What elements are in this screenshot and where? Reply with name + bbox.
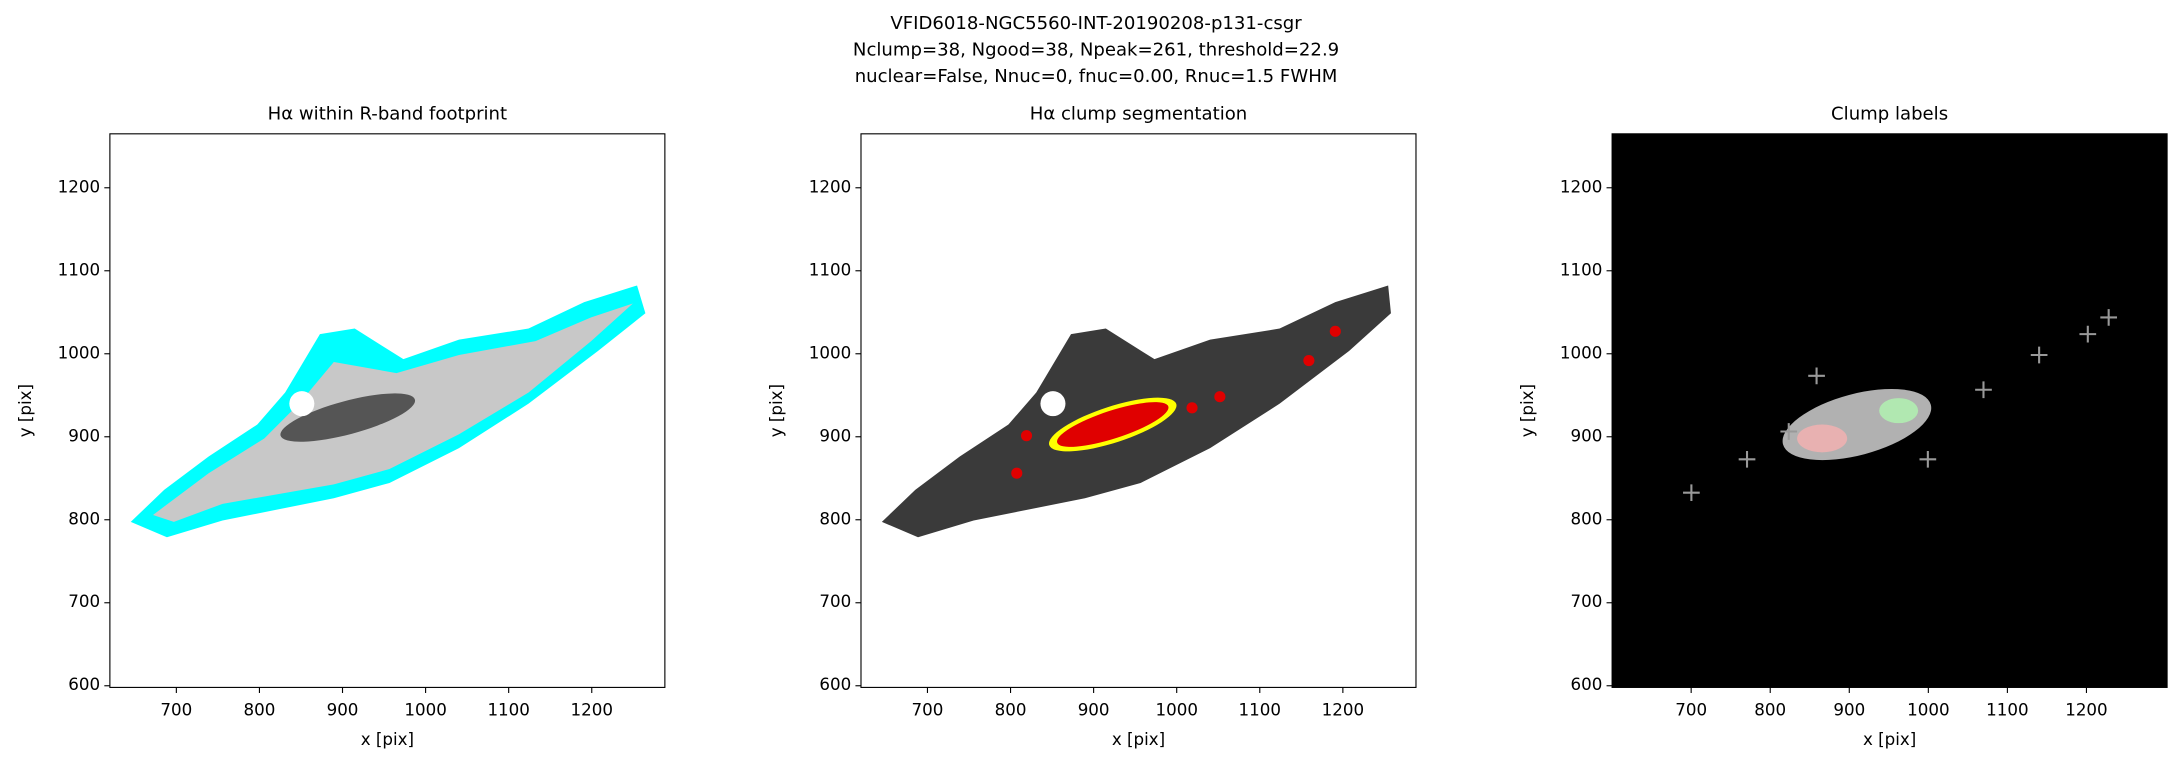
x-tick-label: 1200 [1322,701,1364,720]
y-tick-label: 1100 [1560,260,1602,279]
y-axis-label: y [pix] [16,384,35,437]
x-axis-label: x [pix] [361,730,414,749]
image-labels [1612,133,2168,688]
x-tick-label: 1100 [1239,701,1281,720]
x-tick-label: 900 [327,701,359,720]
y-tick-label: 800 [1571,509,1603,528]
y-tick-label: 800 [68,509,100,528]
x-tick-label: 1000 [1155,701,1197,720]
x-tick-label: 900 [1078,701,1110,720]
x-tick-label: 700 [912,701,944,720]
image-footprint [130,285,646,538]
x-tick-label: 1100 [1986,701,2028,720]
axes-frame [860,133,1417,688]
axes-frame [1611,133,2168,688]
y-tick-label: 1200 [58,177,100,196]
x-tick-label: 1200 [2065,701,2107,720]
axes-title: Hα within R-band footprint [268,103,507,124]
x-tick-label: 800 [1754,701,1786,720]
suptitle: nuclear=False, Nnuc=0, fnuc=0.00, Rnuc=1… [855,66,1338,87]
y-tick-label: 900 [819,426,851,445]
axes-frame [109,133,666,688]
y-tick-label: 1000 [58,343,100,362]
axes-title: Clump labels [1831,103,1948,124]
y-tick-label: 700 [1571,592,1603,611]
y-tick-label: 700 [68,592,100,611]
y-tick-label: 700 [819,592,851,611]
y-tick-label: 600 [1571,675,1603,694]
x-tick-label: 800 [995,701,1027,720]
y-tick-label: 1200 [809,177,851,196]
x-tick-label: 1000 [404,701,446,720]
y-tick-label: 1000 [809,343,851,362]
y-tick-label: 800 [819,509,851,528]
axes-title: Hα clump segmentation [1030,103,1248,124]
suptitle: VFID6018-NGC5560-INT-20190208-p131-csgr [890,13,1302,34]
suptitle: Nclump=38, Ngood=38, Npeak=261, threshol… [853,39,1339,60]
y-tick-label: 1200 [1560,177,1602,196]
y-tick-label: 600 [68,675,100,694]
y-tick-label: 1000 [1560,343,1602,362]
x-tick-label: 1000 [1907,701,1949,720]
y-axis-label: y [pix] [767,384,786,437]
x-axis-label: x [pix] [1863,730,1916,749]
x-tick-label: 800 [244,701,276,720]
y-tick-label: 1100 [58,260,100,279]
x-tick-label: 1200 [571,701,613,720]
y-tick-label: 1100 [809,260,851,279]
image-segmentation [881,285,1391,538]
x-tick-label: 1100 [487,701,529,720]
y-axis-label: y [pix] [1518,384,1537,437]
x-axis-label: x [pix] [1112,730,1165,749]
y-tick-label: 600 [819,675,851,694]
x-tick-label: 700 [1675,701,1707,720]
y-tick-label: 900 [1571,426,1603,445]
y-tick-label: 900 [68,426,100,445]
x-tick-label: 700 [160,701,192,720]
x-tick-label: 900 [1833,701,1865,720]
